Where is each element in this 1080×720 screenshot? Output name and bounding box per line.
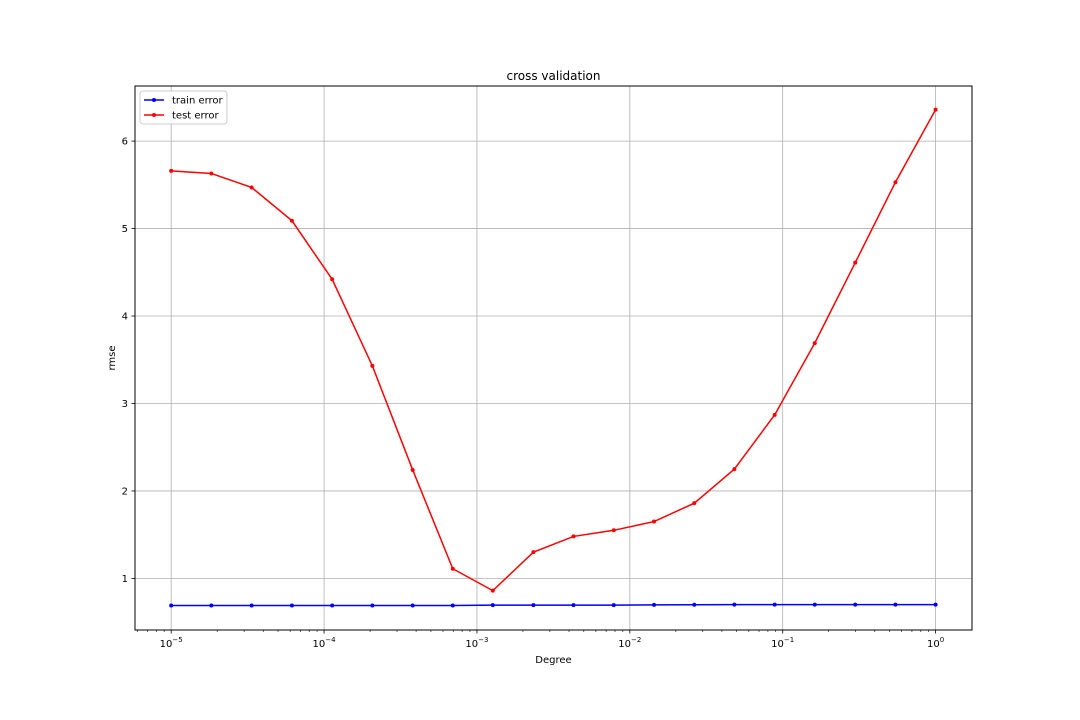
- data-point: [289, 218, 294, 223]
- data-point: [209, 603, 214, 608]
- y-tick-label: 4: [122, 312, 128, 323]
- x-tick-label-base: 10: [465, 639, 478, 650]
- series-line: [171, 603, 936, 607]
- x-tick-label-base: 10: [927, 639, 940, 650]
- x-tick-label-exponent: 0: [940, 636, 944, 644]
- data-point: [933, 602, 938, 607]
- x-tick-label-base: 10: [160, 639, 173, 650]
- data-point: [531, 603, 536, 608]
- data-point: [853, 602, 858, 607]
- data-point: [410, 467, 415, 472]
- data-point: [732, 467, 737, 472]
- x-tick-label: 100: [927, 636, 944, 650]
- x-axis-label: Degree: [535, 655, 571, 666]
- data-point: [772, 412, 777, 417]
- plot-frame: [134, 85, 973, 631]
- legend-marker: [152, 98, 156, 102]
- x-tick-label-base: 10: [313, 639, 326, 650]
- data-point: [249, 185, 254, 190]
- series-test-error: [169, 107, 938, 593]
- data-point: [169, 168, 174, 173]
- x-tick-label-exponent: −5: [172, 636, 182, 644]
- x-tick-label-base: 10: [771, 639, 784, 650]
- chart-title: cross validation: [506, 69, 600, 83]
- data-point: [652, 519, 657, 524]
- data-point: [853, 260, 858, 265]
- data-point: [772, 602, 777, 607]
- x-tick-label-base: 10: [618, 639, 631, 650]
- data-point: [370, 603, 375, 608]
- data-point: [531, 550, 536, 555]
- data-point: [209, 171, 214, 176]
- y-tick-label: 3: [122, 399, 128, 410]
- data-point: [692, 602, 697, 607]
- legend-marker: [152, 113, 156, 117]
- data-point: [893, 602, 898, 607]
- x-tick-label: 10−5: [160, 636, 183, 650]
- data-point: [812, 341, 817, 346]
- y-tick-label: 6: [122, 137, 128, 148]
- data-point: [812, 602, 817, 607]
- data-point: [692, 501, 697, 506]
- y-tick-label: 2: [122, 486, 128, 497]
- data-point: [611, 528, 616, 533]
- series-line: [171, 109, 937, 592]
- x-tick-label-exponent: −4: [325, 636, 336, 644]
- data-point: [450, 566, 455, 571]
- y-tick-label: 5: [122, 224, 128, 235]
- data-point: [249, 603, 254, 608]
- legend-label: train error: [172, 96, 224, 107]
- x-tick-label: 10−2: [618, 636, 641, 650]
- data-point: [490, 588, 495, 593]
- data-point: [611, 603, 616, 608]
- data-point: [732, 602, 737, 607]
- data-point: [571, 534, 576, 539]
- data-point: [571, 603, 576, 608]
- x-tick-label-exponent: −3: [478, 636, 488, 644]
- y-axis-label: rmse: [107, 345, 118, 370]
- legend-label: test error: [172, 111, 219, 122]
- x-tick-label: 10−4: [313, 636, 337, 650]
- data-point: [289, 603, 294, 608]
- x-tick-label: 10−3: [465, 636, 488, 650]
- data-point: [490, 603, 495, 608]
- data-point: [169, 603, 174, 608]
- series-layer: [169, 107, 938, 608]
- data-point: [410, 603, 415, 608]
- data-point: [330, 603, 335, 608]
- series-train-error: [169, 602, 938, 608]
- legend: train error test error: [139, 90, 228, 125]
- data-point: [370, 363, 375, 368]
- data-point: [330, 277, 335, 282]
- x-tick-label-exponent: −2: [631, 636, 641, 644]
- data-point: [450, 603, 455, 608]
- data-point: [893, 180, 898, 185]
- data-point: [933, 107, 938, 112]
- x-tick-label: 10−1: [771, 636, 794, 650]
- x-tick-label-exponent: −1: [784, 636, 794, 644]
- grid-lines: [135, 86, 972, 630]
- data-point: [652, 602, 657, 607]
- y-tick-label: 1: [122, 574, 128, 585]
